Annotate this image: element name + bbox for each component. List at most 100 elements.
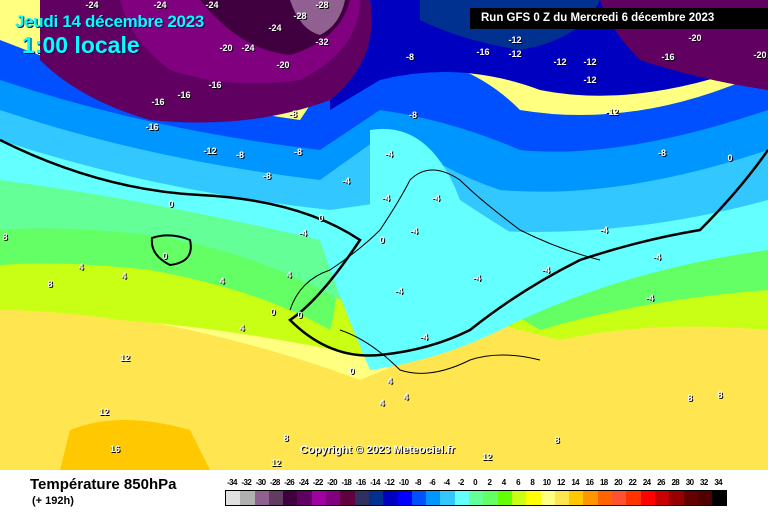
contour-label: -4 [394,286,404,296]
contour-label: 0 [727,153,733,163]
coastline-europe [289,169,601,374]
contour-label: -16 [177,90,191,100]
contour-label: -4 [645,293,655,303]
scale-label: -22 [312,478,323,487]
contour-label: -24 [85,0,99,10]
contour-label: -8 [262,171,272,181]
color-swatch [483,491,498,505]
contour-label: 8 [554,435,560,445]
scale-label: -16 [355,478,366,487]
contour-label: 0 [349,366,355,376]
scale-label: -24 [298,478,309,487]
contour-label: 0 [162,251,168,261]
forecast-date: Jeudi 14 décembre 2023 [15,12,205,31]
color-swatch [497,491,512,505]
scale-label: 6 [516,478,520,487]
color-swatch [268,491,284,505]
contour-label: -12 [605,107,619,117]
scale-label: 34 [714,478,723,487]
contour-label: 0 [379,235,385,245]
contour-label: 8 [717,390,723,400]
scale-label: -28 [270,478,280,487]
color-swatch [254,491,269,505]
coastline-ireland [150,234,192,267]
contour-label: -24 [205,0,219,10]
scale-label: 16 [585,478,594,487]
scale-label: -34 [227,478,237,487]
contour-label: -32 [315,37,329,47]
color-swatch [397,491,412,505]
temperature-850hpa-map [0,0,768,470]
color-swatch [240,491,255,505]
contour-label: 0 [297,310,303,320]
color-swatch [683,491,698,505]
contour-label: 16 [109,444,121,454]
contour-label: 12 [481,452,493,462]
contour-label: -24 [268,23,282,33]
contour-label: 4 [78,262,84,272]
contour-label: -28 [315,0,329,10]
color-swatch [511,491,527,505]
color-swatch [297,491,312,505]
color-swatch [640,491,655,505]
contour-label: -4 [341,176,351,186]
contour-label: -20 [219,43,233,53]
contour-label: 0 [270,307,276,317]
color-swatch [283,491,298,505]
color-swatch [612,491,627,505]
color-swatch [383,491,398,505]
color-swatch [669,491,684,505]
contour-label: -4 [298,228,308,238]
contour-label: -8 [288,109,298,119]
scale-label: 22 [628,478,637,487]
zone-warm-yellow [0,300,768,470]
contour-label: -12 [508,49,522,59]
color-swatch [569,491,584,505]
scale-label: -32 [241,478,252,487]
color-swatch [226,491,241,505]
scale-label: 10 [542,478,551,487]
contour-label: -4 [431,193,441,203]
contour-label: -8 [657,148,667,158]
parameter-title: Température 850hPa [30,476,177,493]
scale-label: -30 [255,478,266,487]
scale-label: -20 [327,478,337,487]
scale-label: -14 [370,478,380,487]
color-swatch [326,491,341,505]
scale-label: 4 [501,478,506,487]
scale-label: 14 [571,478,580,487]
contour-label: 0 [318,213,324,223]
color-swatch [654,491,670,505]
forecast-hour: 1:00 locale [22,32,140,58]
scale-label: -4 [443,478,451,487]
contour-label: -12 [508,35,522,45]
scale-label: -6 [429,478,436,487]
color-swatch [626,491,641,505]
color-swatch [554,491,570,505]
contour-label: -8 [293,147,303,157]
contour-label: 8 [2,232,8,242]
contour-label: -12 [583,57,597,67]
zone-azure [0,60,768,192]
color-swatch [540,491,555,505]
scale-label: 20 [614,478,622,487]
zone-cyan-europe [366,128,560,360]
copyright: Copyright © 2023 Meteociel.fr [300,444,455,456]
contour-label: 4 [121,271,127,281]
contour-label: -20 [276,60,290,70]
scale-label: 0 [473,478,478,487]
contour-label: 8 [47,279,53,289]
color-swatch [411,491,427,505]
scale-label: 18 [599,478,608,487]
contour-label: -20 [753,50,767,60]
contour-label: -4 [409,226,419,236]
scale-label: -2 [457,478,465,487]
contour-label: -16 [151,97,165,107]
scale-label: -12 [384,478,395,487]
scale-label: -10 [398,478,409,487]
contour-label: -16 [208,80,222,90]
contour-label: -4 [419,332,429,342]
color-swatch [712,491,727,505]
zone-warm-orange [60,420,210,470]
contour-label: 4 [239,323,245,333]
